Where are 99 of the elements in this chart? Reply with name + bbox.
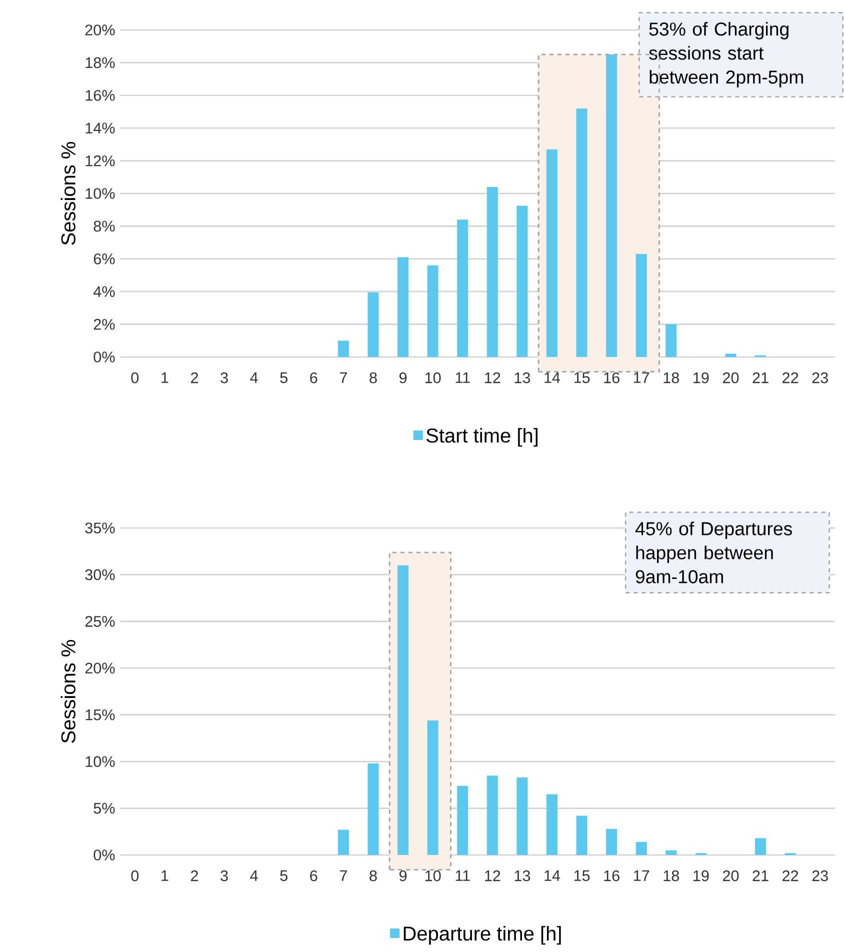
bar [398, 257, 409, 357]
bar [516, 206, 528, 357]
x-tick-label: 18 [664, 372, 680, 384]
bar [546, 149, 558, 357]
x-tick-label: 10 [425, 870, 441, 882]
x-tick-label: 3 [220, 372, 228, 384]
bar [338, 830, 349, 855]
y-tick-label: 12% [86, 155, 115, 166]
x-tick-label: 11 [456, 372, 470, 383]
bar [457, 786, 468, 855]
x-tick-label: 13 [514, 870, 530, 882]
x-tick-label: 16 [604, 870, 620, 882]
x-tick-label: 17 [634, 870, 650, 881]
bar [398, 565, 409, 855]
bar [606, 54, 618, 357]
y-tick-label: 0% [94, 850, 115, 860]
legend-label: Departure time [h] [404, 926, 561, 945]
x-tick-label: 6 [310, 870, 318, 882]
y-axis-title: Sessions % [60, 142, 76, 245]
x-tick-label: 18 [664, 870, 680, 882]
bar [486, 186, 498, 357]
y-tick-label: 15% [86, 709, 115, 720]
x-tick-label: 14 [544, 372, 560, 383]
x-tick-label: 0 [131, 870, 139, 882]
x-tick-label: 2 [190, 870, 198, 882]
x-tick-label: 17 [634, 372, 650, 383]
x-tick-label: 23 [812, 870, 828, 882]
x-tick-label: 7 [340, 870, 347, 881]
bar [457, 220, 468, 357]
x-tick-label: 2 [190, 372, 198, 384]
y-tick-label: 20% [85, 662, 115, 674]
x-tick-label: 12 [485, 372, 500, 384]
x-tick-label: 4 [250, 870, 258, 881]
x-tick-label: 7 [340, 372, 347, 383]
annotation: 53% of Charging sessions start between 2pm-5pm [649, 22, 803, 88]
y-tick-label: 16% [86, 90, 115, 101]
x-tick-label: 9 [399, 870, 407, 882]
y-tick-label: 0% [94, 352, 115, 362]
x-tick-label: 4 [250, 372, 258, 383]
bar [516, 777, 528, 855]
x-tick-label: 19 [694, 372, 709, 384]
y-axis-title: Sessions % [60, 640, 76, 743]
bar [427, 720, 438, 855]
y-tick-label: 10% [86, 188, 115, 199]
y-tick-label: 5% [94, 802, 115, 814]
x-tick-label: 1 [162, 870, 168, 881]
bar [546, 794, 558, 855]
y-tick-label: 6% [94, 253, 115, 264]
bar [636, 842, 647, 855]
x-tick-label: 20 [722, 372, 739, 384]
y-tick-label: 14% [86, 122, 115, 134]
bar [606, 828, 618, 855]
bar [338, 340, 349, 357]
bar [368, 763, 379, 855]
x-tick-label: 8 [370, 372, 377, 384]
annotation: 45% of Departures happen between 9am-10am [635, 522, 792, 584]
x-tick-label: 19 [694, 870, 709, 882]
y-tick-label: 20% [85, 24, 115, 36]
bar [368, 292, 379, 357]
x-tick-label: 10 [425, 372, 441, 384]
x-tick-label: 6 [310, 372, 318, 384]
x-tick-label: 21 [752, 870, 768, 882]
x-tick-label: 12 [485, 870, 500, 882]
x-tick-label: 13 [514, 372, 530, 384]
x-tick-label: 22 [782, 372, 798, 384]
y-tick-label: 18% [86, 57, 115, 68]
y-tick-label: 25% [85, 616, 115, 627]
x-tick-label: 23 [812, 372, 828, 384]
x-tick-label: 8 [370, 870, 377, 882]
bar [427, 265, 438, 357]
bar [755, 838, 766, 855]
x-tick-label: 15 [574, 870, 590, 882]
x-tick-label: 21 [752, 372, 768, 384]
legend-label: Start time [h] [426, 428, 538, 447]
x-tick-label: 14 [544, 870, 560, 881]
bar [576, 108, 588, 357]
x-tick-label: 0 [131, 372, 139, 384]
y-tick-label: 30% [85, 569, 115, 580]
x-tick-label: 22 [782, 870, 798, 882]
y-tick-label: 4% [93, 286, 115, 297]
x-tick-label: 16 [604, 372, 620, 384]
x-tick-label: 5 [280, 870, 288, 882]
x-tick-label: 1 [162, 372, 168, 383]
x-tick-label: 9 [399, 372, 407, 384]
y-tick-label: 8% [94, 220, 115, 232]
x-tick-label: 20 [722, 870, 739, 882]
x-tick-label: 5 [280, 372, 288, 384]
bar [666, 850, 677, 855]
bar [725, 354, 736, 357]
y-tick-label: 35% [85, 522, 115, 534]
y-tick-label: 2% [94, 318, 115, 330]
bar [486, 776, 498, 855]
bar [576, 816, 588, 855]
y-tick-label: 10% [86, 756, 115, 767]
x-tick-label: 3 [220, 870, 228, 882]
bar [636, 254, 647, 357]
x-tick-label: 15 [574, 372, 590, 384]
x-tick-label: 11 [456, 870, 470, 881]
bar [666, 324, 677, 357]
